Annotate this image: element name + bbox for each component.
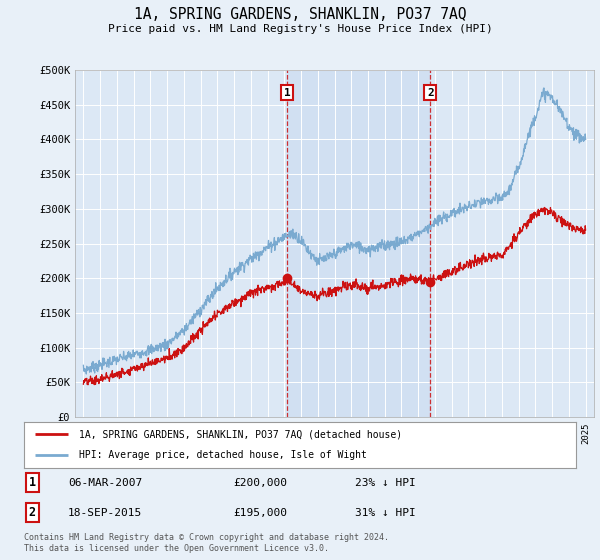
Text: Contains HM Land Registry data © Crown copyright and database right 2024.
This d: Contains HM Land Registry data © Crown c…	[24, 533, 389, 553]
Text: 1A, SPRING GARDENS, SHANKLIN, PO37 7AQ: 1A, SPRING GARDENS, SHANKLIN, PO37 7AQ	[134, 7, 466, 22]
Text: Price paid vs. HM Land Registry's House Price Index (HPI): Price paid vs. HM Land Registry's House …	[107, 24, 493, 34]
Text: 23% ↓ HPI: 23% ↓ HPI	[355, 478, 416, 488]
Text: HPI: Average price, detached house, Isle of Wight: HPI: Average price, detached house, Isle…	[79, 450, 367, 460]
Text: £195,000: £195,000	[234, 508, 288, 518]
Text: 2: 2	[29, 506, 36, 519]
Bar	[287, 70, 430, 417]
Text: 1: 1	[284, 87, 290, 97]
Text: 1: 1	[29, 476, 36, 489]
Text: 18-SEP-2015: 18-SEP-2015	[68, 508, 142, 518]
Text: 06-MAR-2007: 06-MAR-2007	[68, 478, 142, 488]
Text: 2: 2	[427, 87, 434, 97]
Text: 31% ↓ HPI: 31% ↓ HPI	[355, 508, 416, 518]
Text: 1A, SPRING GARDENS, SHANKLIN, PO37 7AQ (detached house): 1A, SPRING GARDENS, SHANKLIN, PO37 7AQ (…	[79, 429, 403, 439]
Text: £200,000: £200,000	[234, 478, 288, 488]
